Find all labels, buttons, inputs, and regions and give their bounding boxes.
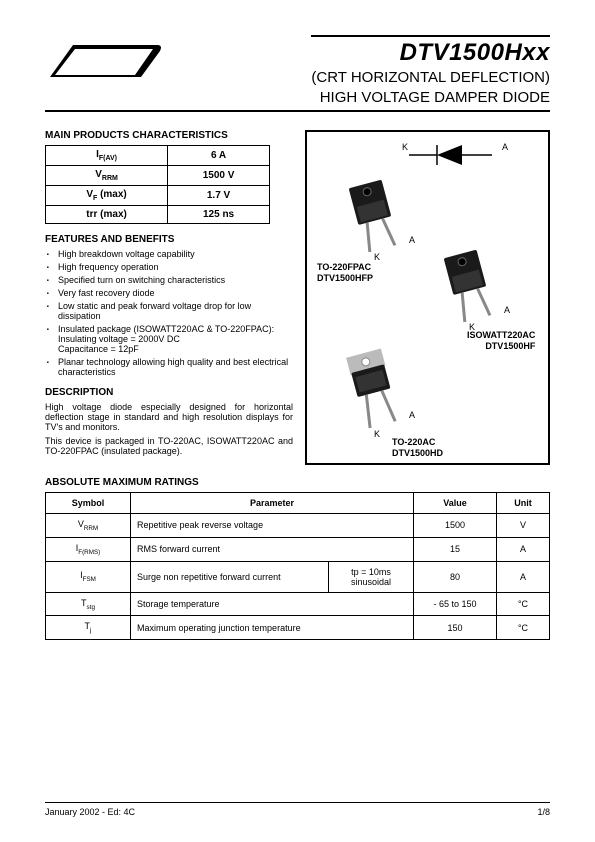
footer-date: January 2002 - Ed: 4C: [45, 807, 135, 817]
value-cell: - 65 to 150: [414, 592, 497, 616]
char-label: VRRM: [46, 166, 168, 186]
char-label: IF(AV): [46, 146, 168, 166]
pin-a-label: A: [409, 410, 415, 420]
unit-cell: °C: [497, 616, 550, 640]
features-list: High breakdown voltage capability High f…: [45, 249, 293, 377]
pin-k-label: K: [402, 142, 408, 152]
isowatt220ac-icon: [437, 247, 507, 327]
table-header-row: Symbol Parameter Value Unit: [46, 493, 550, 514]
cond-cell: tp = 10ms sinusoidal: [329, 561, 414, 592]
list-item: High breakdown voltage capability: [56, 249, 293, 259]
header: DTV1500Hxx (CRT HORIZONTAL DEFLECTION) H…: [45, 35, 550, 107]
table-row: IF(AV) 6 A: [46, 146, 270, 166]
param-cell: RMS forward current: [131, 537, 414, 561]
st-logo: [45, 35, 165, 95]
package-name: TO-220AC: [392, 437, 435, 447]
table-row: VRRM 1500 V: [46, 166, 270, 186]
unit-cell: A: [497, 561, 550, 592]
table-row: Tstg Storage temperature - 65 to 150 °C: [46, 592, 550, 616]
package-name: ISOWATT220AC: [467, 330, 535, 340]
pin-a-label: A: [409, 235, 415, 245]
value-cell: 15: [414, 537, 497, 561]
sym-cell: IFSM: [46, 561, 131, 592]
two-column-layout: MAIN PRODUCTS CHARACTERISTICS IF(AV) 6 A…: [45, 130, 550, 465]
ratings-title: ABSOLUTE MAXIMUM RATINGS: [45, 477, 550, 488]
package-part: DTV1500HF: [485, 341, 535, 351]
left-column: MAIN PRODUCTS CHARACTERISTICS IF(AV) 6 A…: [45, 130, 293, 456]
table-row: trr (max) 125 ns: [46, 206, 270, 224]
char-label: VF (max): [46, 186, 168, 206]
subtitle2: HIGH VOLTAGE DAMPER DIODE: [311, 89, 550, 107]
list-item: Specified turn on switching characterist…: [56, 275, 293, 285]
sym-cell: Tstg: [46, 592, 131, 616]
pin-a-label: A: [504, 305, 510, 315]
footer-page: 1/8: [537, 807, 550, 817]
to220fpac-icon: [342, 177, 412, 257]
list-item: Low static and peak forward voltage drop…: [56, 301, 293, 321]
description-para2: This device is packaged in TO-220AC, ISO…: [45, 436, 293, 456]
char-value: 125 ns: [168, 206, 270, 224]
unit-cell: A: [497, 537, 550, 561]
pin-k-label: K: [374, 429, 380, 439]
col-value: Value: [414, 493, 497, 514]
unit-cell: V: [497, 514, 550, 538]
part-number: DTV1500Hxx: [311, 35, 550, 67]
description-title: DESCRIPTION: [45, 387, 293, 398]
char-value: 1500 V: [168, 166, 270, 186]
diode-symbol-icon: [407, 140, 497, 170]
package-label: TO-220FPAC DTV1500HFP: [317, 262, 373, 284]
param-cell: Maximum operating junction temperature: [131, 616, 414, 640]
title-block: DTV1500Hxx (CRT HORIZONTAL DEFLECTION) H…: [311, 35, 550, 107]
table-row: Tj Maximum operating junction temperatur…: [46, 616, 550, 640]
to220ac-icon: [342, 347, 412, 437]
description-para1: High voltage diode especially designed f…: [45, 402, 293, 432]
table-row: IFSM Surge non repetitive forward curren…: [46, 561, 550, 592]
char-label: trr (max): [46, 206, 168, 224]
header-divider: [45, 110, 550, 112]
sym-cell: IF(RMS): [46, 537, 131, 561]
page-footer: January 2002 - Ed: 4C 1/8: [45, 802, 550, 817]
pin-a-label: A: [502, 142, 508, 152]
table-row: VRRM Repetitive peak reverse voltage 150…: [46, 514, 550, 538]
list-item: High frequency operation: [56, 262, 293, 272]
package-diagram-box: K A A K TO-220FPAC DTV1500HFP: [305, 130, 550, 465]
main-char-table: IF(AV) 6 A VRRM 1500 V VF (max) 1.7 V tr…: [45, 145, 270, 224]
char-value: 6 A: [168, 146, 270, 166]
param-cell: Repetitive peak reverse voltage: [131, 514, 414, 538]
list-item: Very fast recovery diode: [56, 288, 293, 298]
package-label: TO-220AC DTV1500HD: [392, 437, 443, 459]
main-char-title: MAIN PRODUCTS CHARACTERISTICS: [45, 130, 293, 141]
package-part: DTV1500HFP: [317, 273, 373, 283]
package-label: ISOWATT220AC DTV1500HF: [467, 330, 535, 352]
col-unit: Unit: [497, 493, 550, 514]
value-cell: 80: [414, 561, 497, 592]
package-name: TO-220FPAC: [317, 262, 371, 272]
subtitle1: (CRT HORIZONTAL DEFLECTION): [311, 69, 550, 87]
pin-k-label: K: [374, 252, 380, 262]
param-cell: Surge non repetitive forward current: [131, 561, 329, 592]
value-cell: 1500: [414, 514, 497, 538]
unit-cell: °C: [497, 592, 550, 616]
value-cell: 150: [414, 616, 497, 640]
list-item: Insulated package (ISOWATT220AC & TO-220…: [56, 324, 293, 354]
col-parameter: Parameter: [131, 493, 414, 514]
table-row: IF(RMS) RMS forward current 15 A: [46, 537, 550, 561]
sym-cell: Tj: [46, 616, 131, 640]
char-value: 1.7 V: [168, 186, 270, 206]
sym-cell: VRRM: [46, 514, 131, 538]
table-row: VF (max) 1.7 V: [46, 186, 270, 206]
ratings-table: Symbol Parameter Value Unit VRRM Repetit…: [45, 492, 550, 640]
col-symbol: Symbol: [46, 493, 131, 514]
param-cell: Storage temperature: [131, 592, 414, 616]
package-part: DTV1500HD: [392, 448, 443, 458]
features-title: FEATURES AND BENEFITS: [45, 234, 293, 245]
list-item: Planar technology allowing high quality …: [56, 357, 293, 377]
datasheet-page: DTV1500Hxx (CRT HORIZONTAL DEFLECTION) H…: [0, 0, 595, 842]
